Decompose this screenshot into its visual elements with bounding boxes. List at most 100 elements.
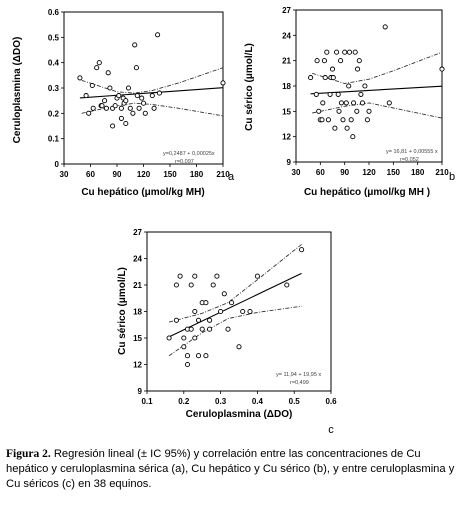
data-point [140,100,147,106]
data-point [139,95,145,101]
x-tick-label: 0.5 [289,397,301,406]
x-tick-label: 60 [316,168,325,177]
data-point [221,291,227,297]
data-point [336,108,342,114]
data-point [142,110,148,116]
ci-upper-line [81,67,224,94]
regression-line [168,272,302,338]
data-point [240,308,246,315]
y-tick-label: 27 [133,228,142,237]
data-point [199,326,205,332]
data-point [133,65,139,71]
data-point [96,60,102,66]
data-point [439,66,445,72]
x-tick-label: 180 [190,170,204,179]
data-point [322,75,328,81]
data-point [192,308,198,315]
ci-upper-line [168,244,302,323]
chart-b: 30 60 90 120 150 180 210 9 12 15 18 21 24 27 y= 16,81 … [244,6,455,198]
x-tick-label: 150 [387,168,401,177]
data-point [105,70,111,76]
data-point [123,98,129,104]
data-point [364,117,370,123]
data-point [83,93,89,99]
ci-upper-line [312,51,443,84]
plot-frame [63,11,224,165]
data-point [362,83,368,89]
data-point [184,361,191,368]
data-point [203,353,209,359]
data-point [184,353,191,359]
y-tick-label: 12 [133,361,142,370]
data-point [220,80,226,86]
data-point [338,100,344,106]
data-point [125,85,132,91]
y-tick-label: 27 [282,6,291,15]
data-point [254,273,260,279]
data-point [188,326,194,332]
y-tick-label: 24 [133,255,142,264]
y-tick-label: 18 [133,308,142,317]
y-axis-label: Cu sérico (μmol/L) [244,43,255,131]
x-tick-label: 0.3 [215,397,227,406]
regression-equation: y= 16,81 + 0,00555 x [386,149,438,155]
x-tick-label: 0.4 [252,397,264,406]
y-tick-label: 15 [282,107,291,116]
data-point [334,49,340,55]
data-point [181,344,187,350]
data-point [99,103,105,109]
data-point [127,105,133,111]
y-tick-label: 9 [138,387,143,396]
data-point [103,105,109,111]
data-point [324,49,330,55]
data-point [203,300,209,306]
x-tick-label: 60 [86,170,95,179]
data-point [195,317,202,323]
data-point [320,100,326,106]
x-tick-label: 30 [60,170,69,179]
y-tick-label: 24 [282,31,291,40]
data-point [355,66,361,72]
x-tick-label: 120 [137,170,151,179]
data-point [316,108,322,114]
data-point [342,49,348,55]
data-point [236,344,242,350]
data-point [89,82,95,89]
y-tick-label: 18 [282,82,291,91]
x-tick-label: 210 [216,170,230,179]
caption-label: Figura 2. [6,448,51,460]
y-tick-label: 15 [133,334,142,343]
data-point [338,58,344,64]
plot-frame [146,231,332,392]
regression-equation: y= 11,94 + 19,95 x [276,372,321,378]
data-point [225,326,231,332]
data-point [332,125,338,131]
data-point [329,66,336,72]
data-point [299,247,305,253]
y-tick-label: 9 [287,158,292,167]
data-point [358,91,364,97]
data-point [107,85,113,91]
x-axis-label: Ceruloplasmina (ΔDO) [186,409,293,420]
data-point [94,65,100,71]
data-point [308,75,314,81]
data-point [110,123,116,129]
data-point [134,93,140,99]
data-point [116,93,122,99]
regression-equation: y=0,2487 + 0,00025x [163,151,215,157]
data-point [359,100,366,106]
x-tick-label: 0.6 [325,397,337,406]
data-point [207,326,213,332]
data-point [130,110,136,116]
data-point [90,105,96,111]
data-point [102,98,108,104]
data-point [247,308,253,315]
data-point [86,110,92,116]
x-axis-label: Cu hepático (μmol/kg MH) [81,187,204,198]
x-tick-label: 0.2 [178,397,190,406]
data-point [166,335,172,341]
x-tick-label: 180 [411,168,425,177]
data-point [118,115,124,121]
x-tick-label: 90 [340,168,349,177]
data-point [319,117,325,123]
